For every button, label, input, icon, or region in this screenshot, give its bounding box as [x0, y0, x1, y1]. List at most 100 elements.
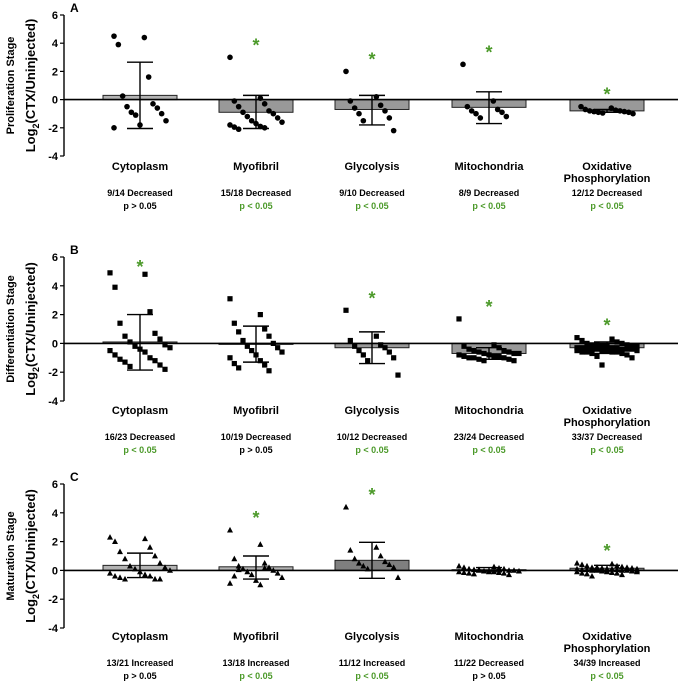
stat-result: 23/24 Decreased	[454, 432, 525, 442]
data-point	[231, 360, 237, 367]
data-point	[386, 561, 393, 568]
data-point	[266, 108, 272, 114]
x-category-label: Cytoplasm	[112, 405, 168, 417]
data-point	[584, 349, 590, 355]
x-category-label: Oxidative	[582, 405, 632, 417]
data-point	[579, 337, 585, 344]
data-point	[630, 110, 636, 117]
data-point	[111, 125, 117, 131]
data-point	[147, 544, 153, 550]
data-point	[382, 345, 388, 351]
significance-asterisk: *	[368, 288, 375, 308]
data-point	[157, 362, 163, 368]
data-point	[231, 320, 237, 326]
data-point	[466, 565, 472, 572]
data-point	[257, 123, 264, 130]
data-point	[360, 117, 367, 124]
y-tick-label: 2	[52, 66, 58, 78]
data-point	[471, 566, 477, 573]
data-point	[619, 346, 625, 352]
data-point	[266, 368, 272, 374]
stat-result: 15/18 Decreased	[221, 188, 292, 198]
data-point	[158, 110, 165, 117]
data-point	[244, 113, 251, 120]
stat-p-value: p < 0.05	[590, 445, 623, 455]
x-category-label: Myofibril	[233, 405, 279, 417]
data-point	[579, 561, 585, 568]
data-point	[107, 270, 113, 276]
stage-label: Differentiation Stage	[5, 275, 17, 383]
data-point	[609, 345, 615, 351]
data-point	[231, 572, 238, 579]
data-point	[471, 570, 477, 577]
x-category-label: Mitochondria	[454, 631, 524, 643]
data-point	[253, 577, 259, 583]
stat-result: 13/18 Increased	[222, 658, 289, 668]
data-point	[257, 312, 263, 318]
y-tick-label: 6	[52, 252, 58, 264]
data-point	[235, 126, 242, 133]
data-point	[621, 108, 628, 115]
data-point	[257, 541, 264, 547]
data-point	[248, 117, 255, 124]
data-point	[609, 349, 615, 355]
data-point	[343, 68, 349, 75]
data-point	[456, 568, 462, 575]
data-point	[574, 348, 580, 354]
data-point	[227, 54, 233, 61]
data-point	[496, 353, 502, 359]
data-point	[494, 106, 501, 113]
data-point	[147, 355, 153, 361]
data-point	[257, 581, 264, 588]
data-point	[477, 115, 484, 121]
y-tick-label: 4	[52, 281, 59, 293]
data-point	[390, 127, 397, 134]
stat-p-value: p < 0.05	[123, 445, 156, 455]
data-point	[351, 105, 358, 111]
data-point	[261, 125, 268, 131]
data-point	[619, 571, 625, 578]
data-point	[589, 342, 595, 348]
data-point	[594, 353, 600, 359]
data-point	[227, 122, 233, 128]
y-tick-label: 0	[52, 565, 58, 577]
data-point	[594, 346, 600, 352]
significance-asterisk: *	[603, 541, 610, 561]
data-point	[395, 372, 401, 378]
data-point	[142, 571, 148, 578]
data-point	[511, 567, 517, 573]
data-point	[614, 349, 620, 355]
x-category-label: Myofibril	[233, 161, 279, 173]
y-tick-label: 2	[52, 537, 58, 549]
data-point	[619, 340, 625, 346]
data-point	[625, 109, 632, 116]
data-point	[111, 33, 117, 39]
data-point	[107, 534, 113, 540]
y-tick-label: -2	[48, 594, 58, 606]
data-point	[584, 562, 590, 569]
stat-result: 9/10 Decreased	[339, 188, 405, 198]
data-point	[589, 346, 595, 352]
stat-result: 16/23 Decreased	[105, 432, 176, 442]
x-category-label: Glycolysis	[344, 161, 399, 173]
data-point	[352, 343, 358, 349]
data-point	[456, 316, 462, 322]
data-point	[460, 61, 466, 68]
data-point	[262, 362, 268, 368]
y-tick-label: -2	[48, 367, 58, 379]
data-point	[142, 349, 148, 355]
data-point	[501, 355, 507, 361]
y-tick-label: 6	[52, 10, 58, 22]
panel-a: A Proliferation Stage Log2(CTX/Uninjected)…	[5, 1, 678, 211]
data-point	[516, 350, 522, 357]
data-point	[157, 560, 163, 566]
stat-p-value: p < 0.05	[590, 201, 623, 211]
data-point	[574, 345, 580, 351]
panel-letter: A	[70, 1, 79, 15]
y-tick-label: -4	[48, 151, 59, 163]
data-point	[579, 349, 585, 355]
data-point	[236, 365, 242, 371]
stage-label: Proliferation Stage	[5, 37, 17, 135]
